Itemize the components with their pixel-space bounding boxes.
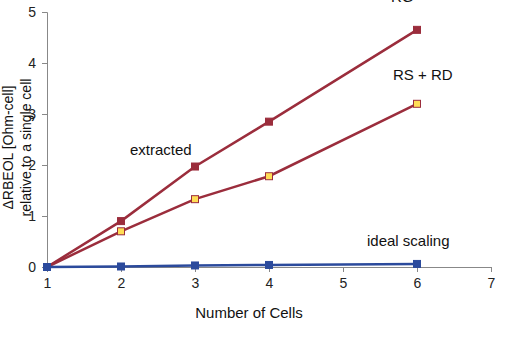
marker xyxy=(44,264,51,271)
x-axis-title: Number of Cells xyxy=(195,304,303,321)
y-tick-label: 5 xyxy=(28,4,36,20)
x-tick-label: 1 xyxy=(44,275,52,291)
series-label: RG xyxy=(391,0,414,5)
marker xyxy=(414,26,421,33)
y-axis-line xyxy=(42,13,48,268)
marker xyxy=(118,263,125,270)
y-axis-title: relative to a single cell xyxy=(18,79,34,217)
x-tick-label: 3 xyxy=(192,275,200,291)
x-tick-group: 7 xyxy=(488,267,496,291)
marker xyxy=(44,264,51,271)
x-axis: 1 2 3 4 5 6 7 xyxy=(44,267,496,291)
series-label: RS + RD xyxy=(393,66,453,83)
y-tick xyxy=(42,63,47,64)
marker xyxy=(266,118,273,125)
chart: 1 2 3 4 5 6 7 01 2 3 4 5 RG RS + RD ideal scaling extra… xyxy=(0,0,514,340)
series-label: ideal scaling xyxy=(367,232,450,249)
y-axis-title: ΔRBEOL [Ohm-cell] xyxy=(0,86,16,210)
y-tick xyxy=(42,114,47,115)
marker xyxy=(192,262,199,269)
x-tick-group: 3 xyxy=(192,267,200,291)
marker xyxy=(44,264,51,271)
x-tick-group: 5 xyxy=(340,267,348,291)
y-tick-group: 4 xyxy=(28,55,47,71)
annotation: extracted xyxy=(130,141,192,158)
x-tick-group: 4 xyxy=(266,267,274,291)
x-tick-label: 4 xyxy=(266,275,274,291)
x-tick-label: 6 xyxy=(414,275,422,291)
marker xyxy=(192,163,199,170)
series-line xyxy=(47,264,417,267)
y-tick-label: 4 xyxy=(28,55,36,71)
x-tick xyxy=(343,267,344,272)
marker xyxy=(118,218,125,225)
series-group xyxy=(44,26,421,270)
y-tick xyxy=(42,12,47,13)
series-line xyxy=(47,30,417,267)
y-tick-group: 5 xyxy=(28,4,47,20)
marker xyxy=(414,260,421,267)
marker xyxy=(266,173,273,180)
y-tick xyxy=(42,216,47,217)
marker xyxy=(414,100,421,107)
x-tick-group: 6 xyxy=(414,267,422,291)
marker xyxy=(192,196,199,203)
y-tick xyxy=(42,165,47,166)
series-line xyxy=(47,104,417,267)
plot: 1 2 3 4 5 6 7 01 2 3 4 5 RG RS + RD ideal scaling extra… xyxy=(28,0,495,291)
x-tick-label: 5 xyxy=(340,275,348,291)
marker xyxy=(118,228,125,235)
marker xyxy=(266,261,273,268)
x-tick-group: 2 xyxy=(118,267,126,291)
x-tick-label: 7 xyxy=(488,275,496,291)
y-tick-label: 0 xyxy=(28,259,36,275)
x-tick-label: 2 xyxy=(118,275,126,291)
x-tick xyxy=(491,267,492,272)
